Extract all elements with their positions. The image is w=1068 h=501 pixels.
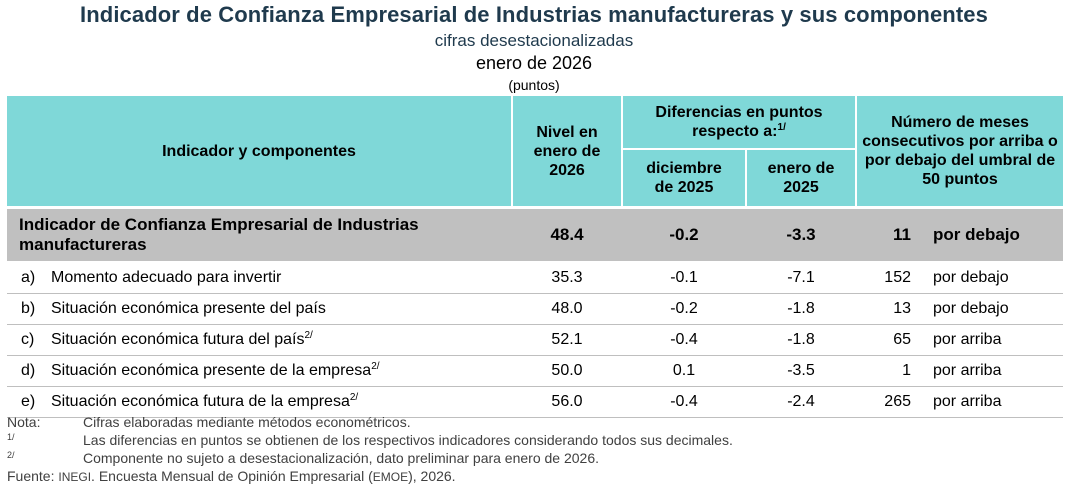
footnote-ref-2: 2/ xyxy=(349,392,359,403)
header-diff-january-text: enero de 2025 xyxy=(767,160,835,196)
component-direction: por debajo xyxy=(933,300,1009,317)
component-name: Situación económica presente del país xyxy=(51,300,326,317)
source-acronym: EMOE xyxy=(372,470,409,484)
source-text-a: . Encuesta Mensual de Opinión Empresaria… xyxy=(91,468,373,484)
component-direction: por debajo xyxy=(933,269,1009,286)
note-label: Nota: xyxy=(7,414,41,430)
component-name: Momento adecuado para invertir xyxy=(51,269,282,286)
main-indicator-row: Indicador de Confianza Empresarial de In… xyxy=(7,206,1063,263)
header-months: Número de meses consecutivos por arriba … xyxy=(856,96,1063,208)
component-level: 50.0 xyxy=(512,355,622,387)
component-months: 265 xyxy=(884,393,911,410)
component-diff-jan: -1.8 xyxy=(746,324,856,356)
table-row: e) Situación económica futura de la empre… xyxy=(7,386,1063,418)
note-2-label: 2/ xyxy=(7,450,15,460)
page-title: Indicador de Confianza Empresarial de In… xyxy=(80,2,988,27)
row-letter: a) xyxy=(21,269,36,286)
component-months: 65 xyxy=(893,331,911,348)
component-months: 13 xyxy=(893,300,911,317)
row-letter: c) xyxy=(21,331,35,348)
main-indicator-name: Indicador de Confianza Empresarial de In… xyxy=(7,206,512,263)
component-diff-dec: 0.1 xyxy=(622,355,746,387)
component-months-cell: 13 por debajo xyxy=(856,293,1063,325)
component-level: 48.0 xyxy=(512,293,622,325)
component-level: 56.0 xyxy=(512,386,622,418)
component-name-cell: b) Situación económica presente del país xyxy=(7,293,512,325)
main-indicator-level: 48.4 xyxy=(512,206,622,263)
table-row: a) Momento adecuado para invertir 35.3 -0… xyxy=(7,262,1063,294)
source-org: INEGI xyxy=(58,470,92,484)
main-indicator-months: 11 xyxy=(893,225,911,244)
main-indicator-months-cell: 11 por debajo xyxy=(856,206,1063,263)
note-general: Nota: Cifras elaboradas mediante métodos… xyxy=(7,413,1057,431)
component-months-cell: 152 por debajo xyxy=(856,262,1063,294)
component-diff-dec: -0.1 xyxy=(622,262,746,294)
header-diff-january: enero de 2025 xyxy=(746,149,857,208)
row-letter: d) xyxy=(21,362,36,379)
component-months: 1 xyxy=(902,362,911,379)
component-direction: por arriba xyxy=(933,331,1002,348)
component-diff-jan: -2.4 xyxy=(746,386,856,418)
table-row: c) Situación económica futura del país2/ … xyxy=(7,324,1063,356)
table-row: d) Situación económica presente de la emp… xyxy=(7,355,1063,387)
table-row: b) Situación económica presente del país … xyxy=(7,293,1063,325)
footnotes: Nota: Cifras elaboradas mediante métodos… xyxy=(7,413,1057,485)
header-level: Nivel en enero de 2026 xyxy=(512,96,623,208)
component-months-cell: 1 por arriba xyxy=(856,355,1063,387)
source-label: Fuente: xyxy=(7,468,55,484)
component-name: Situación económica futura del país xyxy=(51,331,305,348)
footnote-ref-1: 1/ xyxy=(777,122,786,133)
note-1-text: Las diferencias en puntos se obtienen de… xyxy=(83,432,733,448)
note-2-text: Componente no sujeto a desestacionalizac… xyxy=(83,450,600,466)
header-months-text: Número de meses consecutivos por arriba … xyxy=(862,114,1058,188)
component-name-cell: a) Momento adecuado para invertir xyxy=(7,262,512,294)
header-differences-text: Diferencias en puntos respecto a: xyxy=(655,104,823,140)
note-2: 2/ Componente no sujeto a desestacionali… xyxy=(7,449,1057,467)
component-months-cell: 265 por arriba xyxy=(856,386,1063,418)
component-direction: por arriba xyxy=(933,362,1002,379)
indicator-table: Indicador y componentes Nivel en enero d… xyxy=(7,96,1063,418)
footnote-ref-2: 2/ xyxy=(304,330,313,341)
component-name-cell: e) Situación económica futura de la empre… xyxy=(7,386,512,418)
note-text: Cifras elaboradas mediante métodos econo… xyxy=(83,414,411,430)
component-months: 152 xyxy=(884,269,911,286)
source-line: Fuente: INEGI. Encuesta Mensual de Opini… xyxy=(7,467,1057,485)
component-diff-dec: -0.4 xyxy=(622,324,746,356)
note-1: 1/ Las diferencias en puntos se obtienen… xyxy=(7,431,1057,449)
source-text-b: ), 2026. xyxy=(408,468,456,484)
row-letter: e) xyxy=(21,393,36,410)
header-diff-december: diciembre de 2025 xyxy=(622,149,747,208)
component-level: 52.1 xyxy=(512,324,622,356)
header-diff-december-text: diciembre de 2025 xyxy=(646,160,722,196)
component-diff-dec: -0.4 xyxy=(622,386,746,418)
component-name-cell: c) Situación económica futura del país2/ xyxy=(7,324,512,356)
component-diff-dec: -0.2 xyxy=(622,293,746,325)
component-diff-jan: -1.8 xyxy=(746,293,856,325)
header-level-text: Nivel en enero de 2026 xyxy=(533,123,601,179)
period-label: enero de 2026 xyxy=(475,53,593,73)
component-direction: por arriba xyxy=(933,393,1002,410)
main-indicator-diff-jan: -3.3 xyxy=(746,206,856,263)
component-diff-jan: -7.1 xyxy=(746,262,856,294)
component-name: Situación económica futura de la empresa xyxy=(51,393,350,410)
note-1-label: 1/ xyxy=(7,432,15,442)
component-name: Situación económica presente de la empre… xyxy=(51,362,372,379)
footnote-ref-2: 2/ xyxy=(371,361,380,372)
component-name-cell: d) Situación económica presente de la emp… xyxy=(7,355,512,387)
component-months-cell: 65 por arriba xyxy=(856,324,1063,356)
component-diff-jan: -3.5 xyxy=(746,355,856,387)
header-indicator: Indicador y componentes xyxy=(7,96,513,208)
component-level: 35.3 xyxy=(512,262,622,294)
header-differences: Diferencias en puntos respecto a:1/ xyxy=(622,96,857,150)
page-subtitle: cifras desestacionalizadas xyxy=(434,31,634,50)
row-letter: b) xyxy=(21,300,36,317)
main-indicator-diff-dec: -0.2 xyxy=(622,206,746,263)
units-label: (puntos) xyxy=(508,77,560,93)
main-indicator-direction: por debajo xyxy=(933,225,1020,244)
